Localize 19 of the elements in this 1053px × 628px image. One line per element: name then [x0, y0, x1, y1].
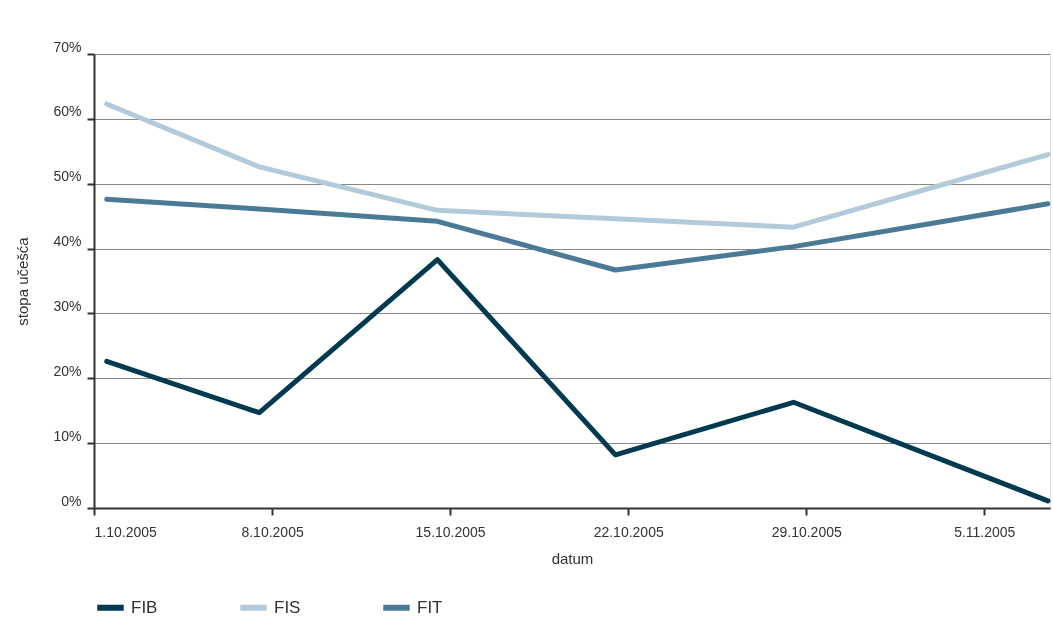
y-tick-label: 60%	[53, 103, 82, 120]
y-tick-label: 10%	[53, 427, 82, 444]
y-axis-title: stopa učešća	[14, 236, 32, 326]
y-tick-label: 50%	[53, 168, 82, 185]
x-tick-label: 1.10.2005	[94, 523, 157, 540]
x-tick-label: 29.10.2005	[771, 523, 842, 540]
legend-label: FIB	[131, 597, 158, 617]
y-tick-label: 70%	[53, 38, 82, 55]
y-tick-label: 30%	[53, 297, 82, 314]
legend-label: FIS	[274, 597, 301, 617]
y-tick-label: 20%	[53, 362, 82, 379]
y-tick-label: 0%	[61, 492, 82, 509]
x-axis-title: datum	[551, 549, 594, 567]
legend-label: FIT	[417, 597, 443, 617]
x-tick-label: 8.10.2005	[241, 523, 304, 540]
x-tick-label: 15.10.2005	[415, 523, 486, 540]
y-tick-label: 40%	[53, 233, 82, 250]
x-tick-label: 22.10.2005	[593, 523, 664, 540]
x-tick-label: 5.11.2005	[954, 523, 1016, 540]
